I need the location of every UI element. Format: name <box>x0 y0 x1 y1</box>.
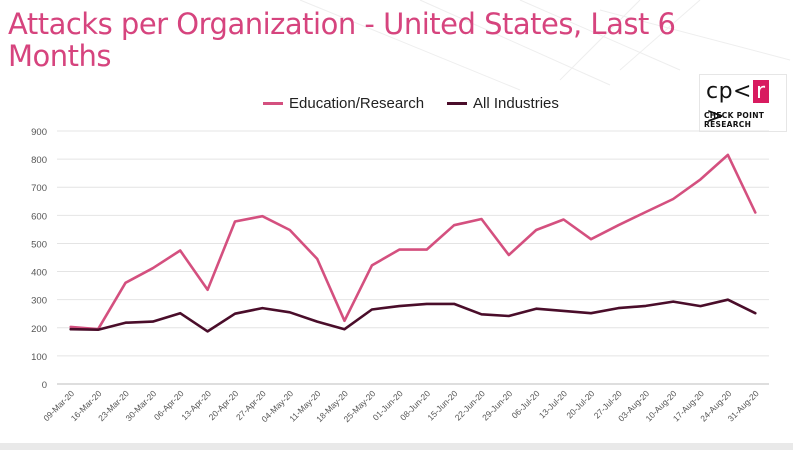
data-point <box>425 303 428 305</box>
footer-bar <box>0 443 793 450</box>
data-point <box>398 248 401 251</box>
data-point <box>699 305 702 307</box>
logo-mark: cp< r> <box>706 79 786 129</box>
x-tick-label: 06-Jul-20 <box>510 388 542 420</box>
data-point <box>124 321 127 324</box>
y-tick-label: 700 <box>31 183 47 194</box>
y-tick-label: 800 <box>31 155 47 166</box>
data-point <box>261 307 264 309</box>
data-point <box>316 320 318 323</box>
data-point <box>69 328 72 330</box>
x-tick-label: 29-Jun-20 <box>480 388 514 422</box>
y-tick-label: 500 <box>31 239 47 250</box>
data-point <box>508 315 510 317</box>
data-point <box>453 303 455 305</box>
legend-swatch-education-research <box>263 102 283 105</box>
data-point <box>644 211 647 213</box>
data-point <box>562 310 565 312</box>
legend-swatch-all-industries <box>447 102 467 105</box>
data-point <box>316 258 318 260</box>
data-point <box>261 215 264 217</box>
data-point <box>234 312 236 315</box>
data-point <box>562 218 565 221</box>
data-point <box>699 178 702 181</box>
data-point <box>480 218 483 220</box>
data-point <box>480 313 483 316</box>
data-point <box>453 224 455 226</box>
data-point <box>590 238 592 241</box>
series-line-all-industries <box>69 298 757 333</box>
data-point <box>343 328 346 330</box>
data-point <box>727 298 729 301</box>
data-point <box>206 330 209 333</box>
y-tick-label: 900 <box>31 127 47 138</box>
data-point <box>644 305 647 307</box>
data-point <box>124 282 127 284</box>
data-point <box>617 307 620 309</box>
data-point <box>672 300 674 303</box>
x-tick-label: 20-Jul-20 <box>564 388 596 420</box>
y-tick-label: 0 <box>42 380 47 391</box>
logo-subtitle: CHECK POINT RESEARCH <box>704 111 765 129</box>
data-point <box>754 211 757 214</box>
legend-label-all-industries: All Industries <box>473 95 559 112</box>
y-tick-label: 200 <box>31 324 47 335</box>
data-point <box>152 320 154 323</box>
data-point <box>617 224 620 226</box>
data-point <box>288 229 291 231</box>
legend-label-education-research: Education/Research <box>289 95 425 112</box>
data-point <box>590 312 592 314</box>
y-tick-label: 600 <box>31 211 47 222</box>
data-point <box>727 154 729 156</box>
x-tick-label: 13-Jul-20 <box>537 388 569 420</box>
data-point <box>754 312 757 314</box>
y-tick-label: 100 <box>31 352 47 363</box>
data-point <box>179 249 182 252</box>
y-tick-label: 300 <box>31 296 47 307</box>
data-point <box>152 267 154 269</box>
legend-item-education-research: Education/Research <box>263 95 424 112</box>
data-point <box>206 289 209 291</box>
data-point <box>398 305 401 307</box>
data-point <box>69 326 72 328</box>
data-point <box>371 264 373 267</box>
data-point <box>535 307 538 310</box>
data-point <box>288 311 291 314</box>
legend-item-all-industries: All Industries <box>447 95 559 112</box>
page-title: Attacks per Organization - United States… <box>8 7 676 73</box>
y-tick-label: 400 <box>31 268 47 279</box>
data-point <box>179 312 182 314</box>
check-point-research-logo: cp< r> CHECK POINT RESEARCH <box>699 74 787 132</box>
data-point <box>234 220 236 223</box>
data-point <box>343 319 346 322</box>
data-point <box>535 229 538 231</box>
data-point <box>97 328 99 331</box>
data-point <box>371 308 373 311</box>
series-line-education-research <box>69 153 757 331</box>
data-point <box>508 254 510 256</box>
data-point <box>425 248 428 251</box>
data-point <box>672 198 674 200</box>
